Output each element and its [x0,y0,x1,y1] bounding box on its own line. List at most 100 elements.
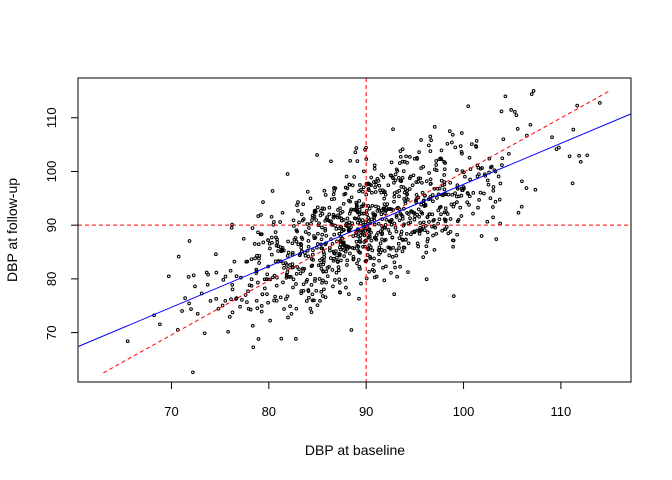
data-point [229,297,233,301]
data-point [451,204,456,209]
data-point [425,215,430,220]
data-point [332,214,337,219]
data-point [455,168,459,172]
data-point [394,215,399,219]
data-point [451,238,455,243]
data-point [437,217,442,222]
x-tick-label: 110 [551,404,572,419]
data-point [347,182,352,187]
data-point [312,236,317,241]
data-point [442,187,447,192]
data-point [458,144,463,148]
data-point [385,202,390,206]
data-point [442,167,447,172]
data-point [253,256,257,261]
y-tick-label: 100 [44,161,59,183]
data-point [269,252,274,257]
data-point [357,212,362,217]
data-point [388,231,392,236]
data-point [434,168,439,173]
data-point [391,176,395,181]
data-point [331,249,336,254]
data-point [460,151,464,156]
data-point [336,265,341,269]
data-point [337,253,342,258]
data-point [394,248,399,253]
data-point [393,172,398,177]
data-point [284,263,289,267]
data-point [349,195,354,200]
data-point [349,328,354,332]
data-point [358,237,362,241]
data-point [496,174,501,179]
data-point [394,167,399,172]
data-point [361,169,366,174]
data-point [361,211,366,216]
data-point [389,207,394,212]
data-point [311,248,315,253]
data-point [256,337,261,341]
data-point [387,245,392,250]
data-point [249,283,254,288]
data-point [451,244,455,249]
data-point [292,237,297,242]
data-point [342,254,346,258]
data-point [357,250,361,254]
data-point [313,279,317,283]
data-point [324,233,329,238]
data-point [345,263,349,267]
data-point [319,289,324,294]
data-point [381,175,386,180]
data-point [254,298,259,303]
data-point [315,153,319,157]
data-point [327,264,331,269]
data-point [350,246,355,250]
data-point [432,247,437,252]
data-point [451,294,456,298]
data-point [252,242,257,246]
data-point [428,149,433,153]
data-point [348,158,353,163]
data-point [477,198,481,202]
data-point [378,241,383,246]
data-point [337,277,342,282]
data-point [389,160,394,165]
data-point [397,161,402,165]
data-point [371,263,376,267]
data-point [352,216,357,221]
data-point [323,295,328,300]
x-axis-title: DBP at baseline [305,442,405,458]
data-point [420,190,425,195]
data-point [422,228,427,233]
data-point [412,217,417,222]
data-point [292,224,296,228]
data-point [320,225,324,230]
data-point [284,275,289,280]
data-point [282,266,286,270]
data-point [460,169,465,173]
data-point [273,259,278,264]
data-point [310,292,315,297]
data-point [272,220,276,224]
data-point [585,153,590,158]
data-point [499,109,504,114]
data-point [329,159,333,164]
data-point [305,222,310,226]
data-point [354,146,359,150]
data-point [401,169,406,173]
data-point [406,270,410,274]
data-point [319,246,324,250]
data-point [429,138,433,143]
data-point [533,187,538,192]
data-point [336,208,340,212]
data-point [405,188,409,193]
data-point [350,183,355,188]
data-point [297,220,301,225]
data-point [371,211,375,216]
data-point [372,180,376,184]
data-point [431,199,435,204]
data-point [366,215,371,220]
data-point [374,182,379,187]
data-point [300,237,305,241]
data-point [392,292,397,297]
